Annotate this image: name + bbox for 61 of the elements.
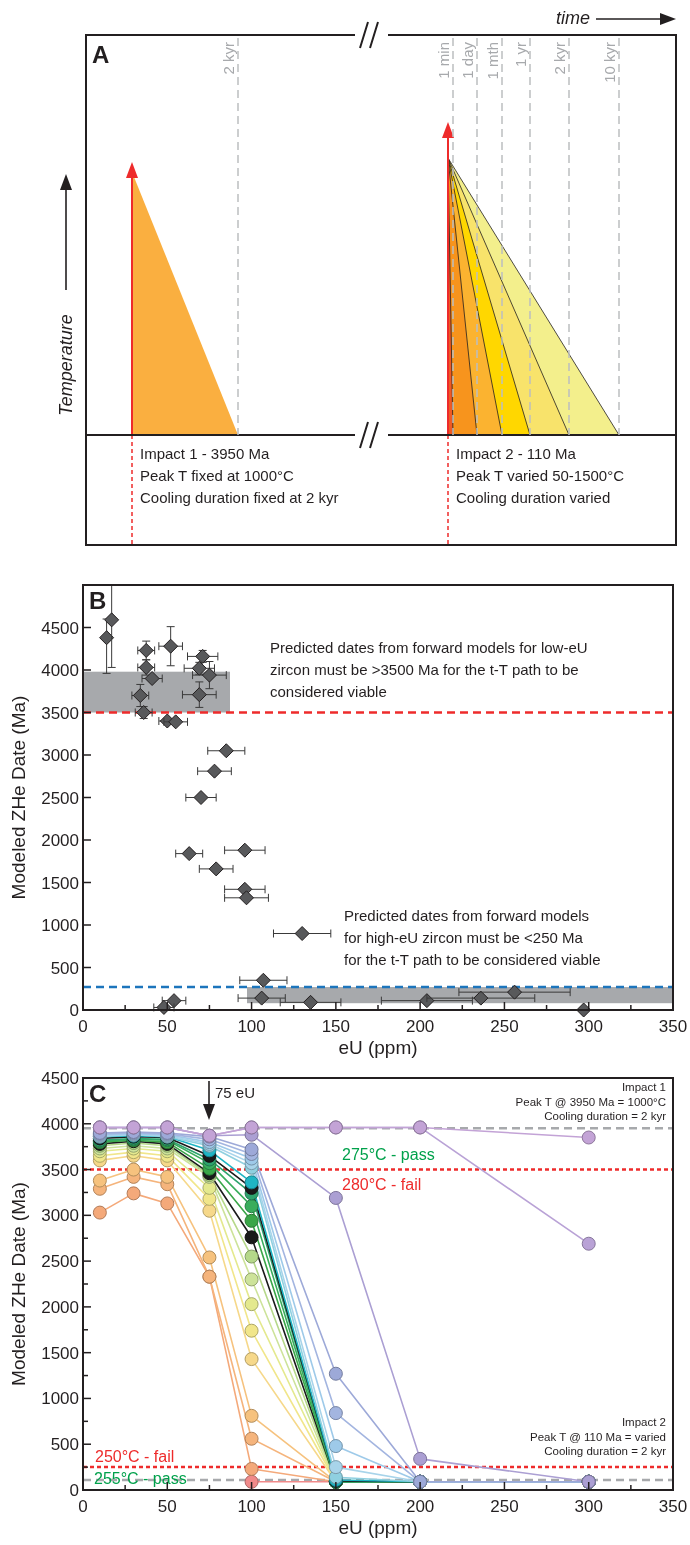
x-tick-label: 150	[321, 1017, 351, 1036]
chart-title: B	[89, 587, 107, 614]
text: 1 yr	[512, 42, 529, 68]
y-tick-label: 2500	[41, 788, 79, 808]
text: Impact 2 - 110 Ma Peak T varied 50-1500°C Cooling duration varied	[456, 445, 625, 506]
y-tick-label: 500	[50, 958, 79, 978]
y-tick-label: 0	[69, 1481, 79, 1500]
chart-title: C	[89, 1080, 107, 1107]
y-tick-label: 3500	[41, 1160, 79, 1180]
annotation: Impact 2 Peak T @ 110 Ma = varied Cooling duration = 2 kyr	[529, 1416, 667, 1457]
y-tick-label: 2000	[41, 831, 79, 850]
y-axis-title: Modeled ZHe Date (Ma)	[8, 695, 29, 900]
text: 10 kyr	[601, 42, 618, 83]
annotation: 280°C - fail	[342, 1176, 422, 1193]
x-tick-label: 50	[157, 1497, 177, 1516]
x-tick-label: 100	[237, 1017, 266, 1036]
x-axis-title: eU (ppm)	[338, 1517, 418, 1538]
text: Temperature	[56, 314, 76, 416]
y-tick-label: 1000	[41, 1389, 79, 1409]
x-tick-label: 50	[157, 1017, 177, 1036]
y-tick-label: 1500	[41, 873, 79, 893]
text: 2 kyr	[551, 42, 568, 75]
y-tick-label: 4000	[41, 661, 79, 680]
text: 1 min	[435, 42, 452, 79]
y-tick-label: 1500	[41, 1343, 79, 1363]
annotation: 275°C - pass	[342, 1146, 435, 1163]
y-tick-label: 4000	[41, 1114, 79, 1134]
y-axis-title: Modeled ZHe Date (Ma)	[8, 1182, 29, 1386]
text: 1 mth	[484, 42, 501, 80]
x-tick-label: 350	[658, 1497, 688, 1516]
y-tick-label: 500	[50, 1435, 79, 1455]
x-tick-label: 250	[490, 1497, 519, 1516]
text: A	[92, 41, 110, 68]
annotation: 250°C - fail	[95, 1448, 175, 1465]
annotation: Impact 1 Peak T @ 3950 Ma = 1000°C Cooling duration = 2 kyr	[515, 1081, 667, 1122]
x-tick-label: 300	[574, 1017, 603, 1036]
x-tick-label: 250	[490, 1017, 519, 1036]
x-tick-label: 300	[574, 1497, 603, 1516]
x-axis-title: eU (ppm)	[338, 1037, 418, 1058]
text: time	[555, 8, 590, 28]
x-tick-label: 100	[237, 1497, 266, 1516]
y-tick-label: 3500	[41, 703, 79, 723]
y-tick-label: 3000	[41, 746, 79, 765]
y-tick-label: 4500	[41, 1069, 79, 1088]
text: 2 kyr	[220, 42, 237, 75]
annotation: Predicted dates from forward models for high-eU zircon must be <250 Ma for the t-T path to be considered viable	[344, 907, 601, 968]
x-tick-label: 200	[405, 1017, 435, 1036]
x-tick-label: 350	[658, 1017, 688, 1036]
y-tick-label: 2500	[41, 1252, 79, 1272]
text: 1 day	[459, 41, 476, 79]
y-tick-label: 2000	[41, 1297, 79, 1317]
x-tick-label: 200	[405, 1497, 435, 1516]
y-tick-label: 4500	[41, 618, 79, 638]
y-tick-label: 3000	[41, 1206, 79, 1226]
text: Impact 1 - 3950 Ma Peak T fixed at 1000°C Cooling duration fixed at 2 kyr	[140, 445, 339, 506]
y-tick-label: 1000	[41, 916, 79, 935]
annotation: 75 eU	[215, 1084, 256, 1101]
annotation: 255°C - pass	[94, 1470, 187, 1487]
annotation: Predicted dates from forward models for low-eU zircon must be >3500 Ma for the t-T path to be considered viable	[270, 639, 588, 700]
y-tick-label: 0	[69, 1001, 79, 1020]
x-tick-label: 150	[321, 1497, 351, 1516]
